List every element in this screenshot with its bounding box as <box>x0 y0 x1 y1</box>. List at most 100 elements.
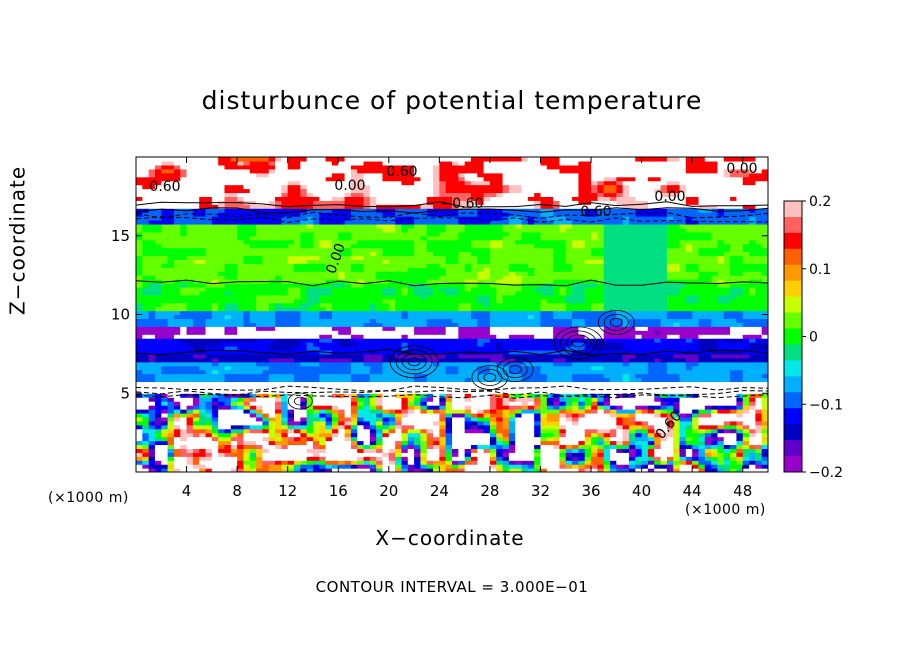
field-cell <box>325 432 333 438</box>
field-cell <box>736 365 744 371</box>
field-cell <box>167 342 175 347</box>
field-cell <box>249 342 257 347</box>
field-cell <box>167 444 175 449</box>
field-cell <box>306 275 314 280</box>
field-cell <box>477 283 485 288</box>
field-cell <box>445 452 453 457</box>
field-cell <box>647 405 655 410</box>
field-cell <box>546 448 554 453</box>
field-cell <box>635 440 643 446</box>
field-cell <box>452 283 459 288</box>
field-cell <box>262 306 270 312</box>
field-cell <box>717 464 725 469</box>
field-cell <box>167 401 175 406</box>
field-cell <box>180 330 188 335</box>
field-cell <box>192 349 200 355</box>
field-cell <box>306 322 314 327</box>
field-cell <box>692 369 700 375</box>
field-cell <box>458 428 466 434</box>
field-cell <box>369 468 377 472</box>
field-cell <box>742 349 750 355</box>
field-cell <box>622 334 630 339</box>
field-cell <box>616 409 624 414</box>
field-cell <box>426 290 434 296</box>
field-cell <box>350 444 358 449</box>
field-cell <box>142 357 150 363</box>
field-cell <box>647 409 655 414</box>
field-cell <box>414 436 421 442</box>
field-cell <box>622 397 630 402</box>
field-cell <box>660 409 668 414</box>
field-cell <box>736 424 744 430</box>
field-cell <box>635 397 643 402</box>
field-cell <box>647 448 655 453</box>
field-cell <box>262 349 270 355</box>
field-cell <box>666 290 674 296</box>
field-cell <box>186 381 194 386</box>
field-cell <box>540 377 548 383</box>
field-cell <box>679 330 687 335</box>
field-cell <box>420 302 428 308</box>
field-cell <box>224 286 232 292</box>
field-cell <box>578 468 586 472</box>
field-cell <box>515 456 523 461</box>
field-cell <box>749 290 756 296</box>
field-cell <box>572 330 579 335</box>
field-cell <box>559 349 567 355</box>
field-cell <box>666 314 674 320</box>
field-cell <box>161 306 169 312</box>
field-cell <box>414 306 421 312</box>
field-cell <box>395 440 403 446</box>
field-cell <box>420 326 428 331</box>
field-cell <box>521 440 529 446</box>
field-cell <box>161 349 169 355</box>
field-cell <box>281 409 289 414</box>
field-cell <box>755 357 763 363</box>
field-cell <box>344 377 352 383</box>
field-cell <box>439 389 447 394</box>
field-cell <box>540 428 548 434</box>
field-cell <box>420 357 428 363</box>
field-cell <box>660 428 668 434</box>
field-cell <box>331 314 339 320</box>
field-cell <box>414 412 421 418</box>
field-cell <box>344 330 352 335</box>
field-cell <box>256 428 263 434</box>
field-cell <box>546 456 554 461</box>
field-cell <box>679 361 687 367</box>
field-cell <box>698 420 706 426</box>
field-cell <box>496 440 504 446</box>
field-cell <box>154 310 162 316</box>
field-cell <box>685 389 693 394</box>
field-cell <box>521 436 529 442</box>
field-cell <box>136 330 143 335</box>
field-cell <box>711 346 719 351</box>
field-cell <box>357 286 365 292</box>
field-cell <box>458 444 466 449</box>
field-cell <box>660 306 668 312</box>
field-cell <box>660 290 668 296</box>
field-cell <box>666 452 674 457</box>
field-cell <box>142 428 150 434</box>
field-cell <box>281 365 289 371</box>
field-cell <box>489 420 497 426</box>
field-cell <box>243 377 251 383</box>
field-cell <box>622 389 630 394</box>
field-cell <box>692 275 700 280</box>
field-cell <box>395 452 403 457</box>
field-cell <box>344 326 352 331</box>
field-cell <box>452 310 459 316</box>
field-cell <box>306 448 314 453</box>
field-cell <box>306 401 314 406</box>
field-cell <box>508 460 516 465</box>
field-cell <box>534 424 542 430</box>
field-cell <box>584 373 592 379</box>
field-cell <box>205 310 213 316</box>
field-cell <box>363 468 371 472</box>
field-cell <box>249 326 257 331</box>
field-cell <box>546 464 554 469</box>
field-cell <box>420 405 428 410</box>
field-cell <box>268 428 276 434</box>
field-cell <box>540 279 548 284</box>
field-cell <box>363 456 371 461</box>
